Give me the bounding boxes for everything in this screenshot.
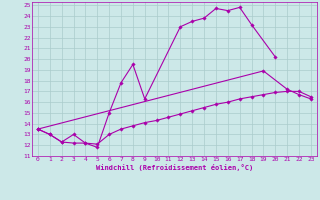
X-axis label: Windchill (Refroidissement éolien,°C): Windchill (Refroidissement éolien,°C): [96, 164, 253, 171]
